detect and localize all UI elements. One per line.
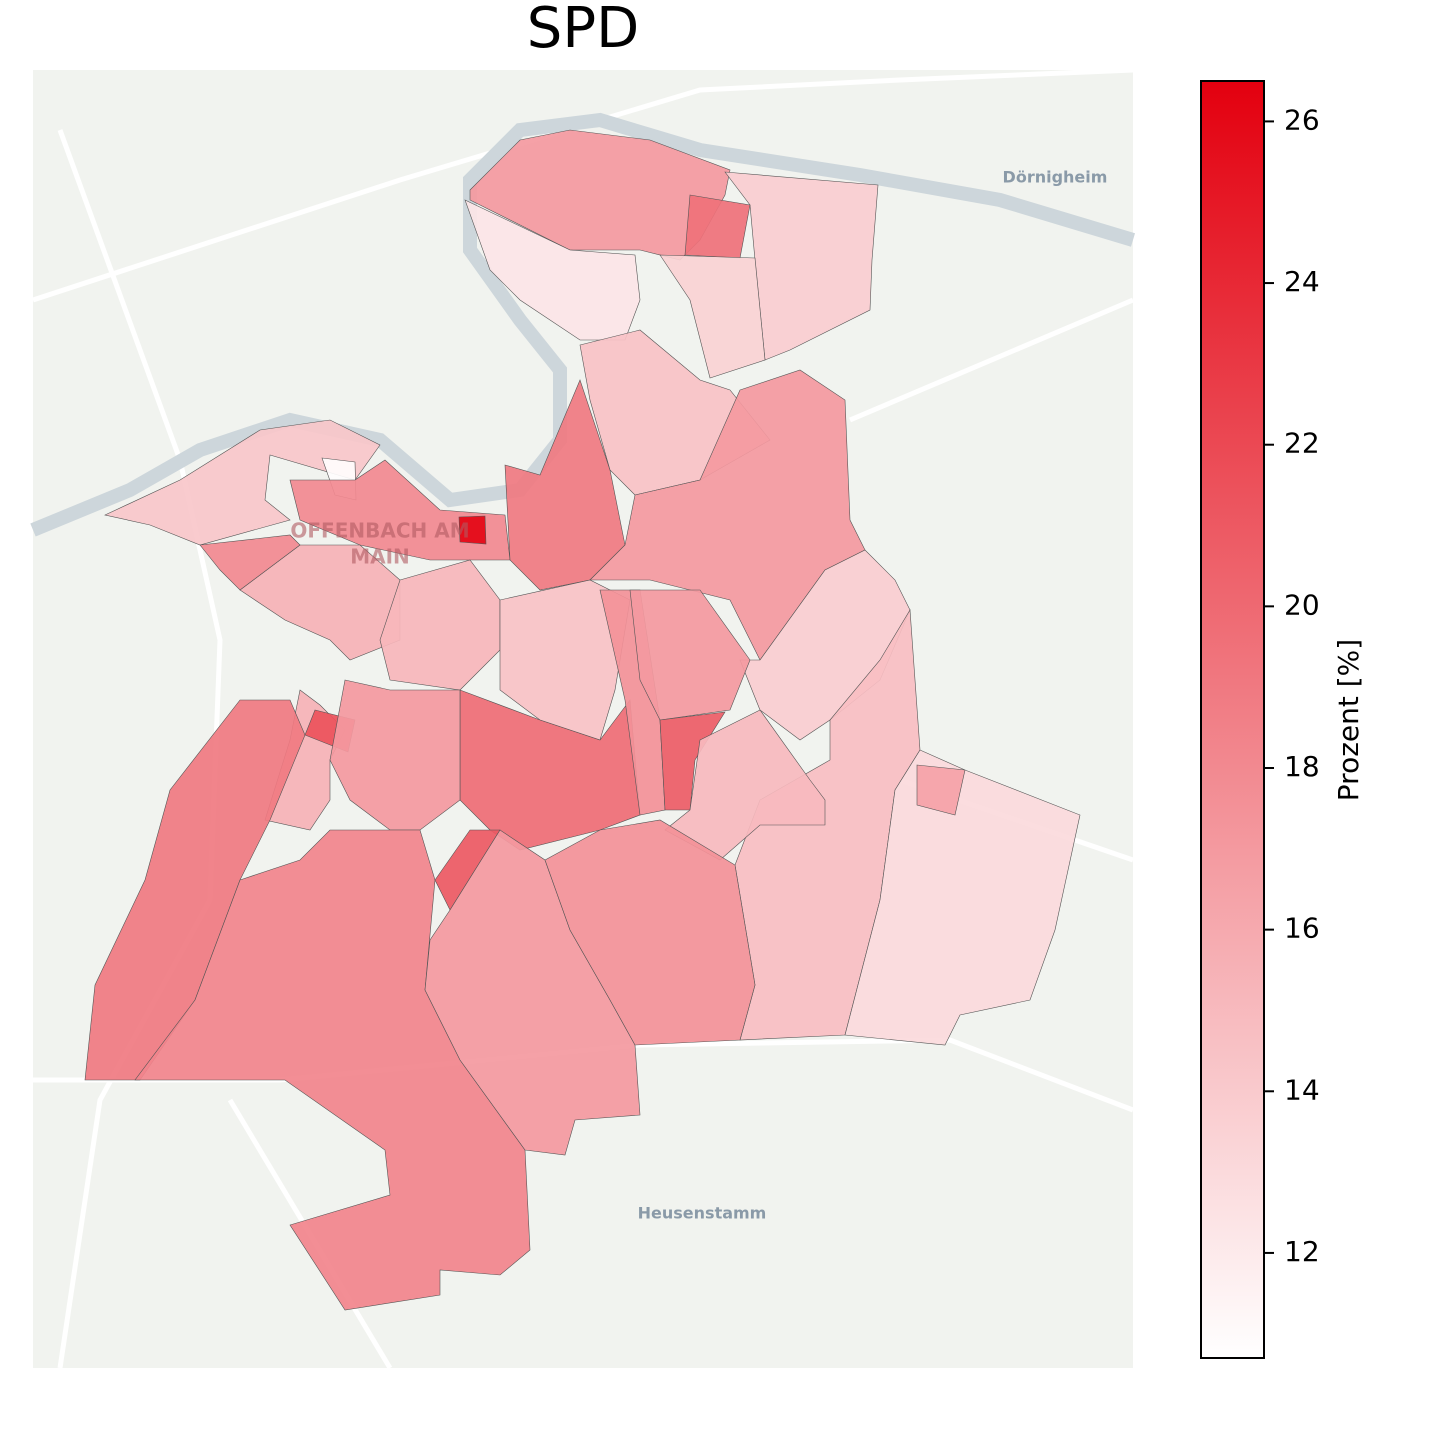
district [544,819,756,1046]
place-label: OFFENBACH AM [290,519,469,543]
colorbar-tick-label: 26 [1284,103,1320,136]
district [104,419,381,546]
colorbar-tick-label: 22 [1284,427,1320,460]
district [499,579,631,741]
place-label: Heusenstamm [638,1204,767,1223]
district [659,254,766,379]
district [458,515,487,545]
colorbar-tick-label: 16 [1284,912,1320,945]
colorbar-tick-label: 12 [1284,1235,1320,1268]
colorbar-tick-label: 24 [1284,265,1320,298]
river [30,112,1136,537]
colorbar [1200,80,1265,1359]
district [379,559,501,691]
colorbar-tick-label: 18 [1284,750,1320,783]
district [724,171,879,361]
colorbar-tick-label: 20 [1284,588,1320,621]
district [199,534,301,591]
district [684,194,751,259]
district [629,589,751,721]
district [134,829,531,1311]
colorbar-tick-label: 14 [1284,1073,1320,1106]
colorbar-label: Prozent [%] [1332,639,1365,801]
place-label: Dörnigheim [1003,168,1108,187]
district [459,689,641,851]
district [916,764,966,816]
district [589,369,866,661]
district [844,749,1081,1046]
map-title: SPD [527,0,639,61]
place-label: MAIN [350,545,410,569]
district [664,709,826,861]
